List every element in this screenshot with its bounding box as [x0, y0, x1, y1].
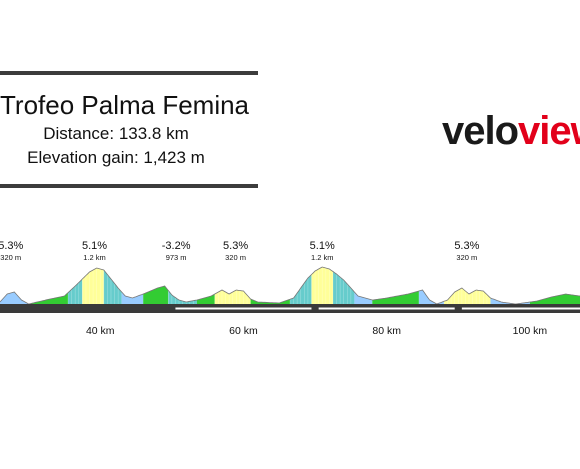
x-tick-label-0: 40 km	[86, 325, 115, 337]
profile-segment-17	[444, 288, 491, 304]
profile-segment-12	[311, 267, 333, 304]
climb-gradient-label-5: 5.3%	[454, 240, 479, 252]
climb-length-label-4: 1.2 km	[311, 253, 334, 262]
profile-outline	[0, 266, 580, 305]
climb-gradient-label-1: 5.1%	[82, 240, 107, 252]
climb-gradient-label-3: 5.3%	[223, 240, 248, 252]
profile-segment-0	[0, 292, 29, 304]
top-divider	[0, 71, 258, 75]
profile-segment-16	[418, 290, 444, 304]
climb-length-label-5: 320 m	[456, 253, 477, 262]
race-title: Trofeo Palma Femina	[0, 90, 250, 120]
logo-text-viewer: viewer	[518, 109, 580, 153]
x-tick-label-2: 80 km	[372, 325, 401, 337]
profile-segment-18	[490, 298, 530, 304]
climb-length-label-0: 320 m	[0, 253, 21, 262]
x-tick-label-3: 100 km	[513, 325, 548, 337]
profile-segment-19	[529, 294, 580, 304]
profile-segment-9	[214, 290, 251, 304]
climb-length-label-1: 1.2 km	[83, 253, 106, 262]
bottom-divider	[0, 184, 258, 188]
profile-segment-13	[333, 271, 355, 304]
logo-text-velo: velo	[442, 109, 519, 153]
climb-gradient-label-2: -3.2%	[162, 240, 191, 252]
race-elevation-gain: Elevation gain: 1,423 m	[27, 148, 205, 167]
profile-segment-3	[82, 268, 104, 304]
climb-length-label-3: 320 m	[225, 253, 246, 262]
profile-segment-14	[354, 292, 373, 304]
climb-gradient-label-4: 5.1%	[310, 240, 335, 252]
profile-segment-7	[168, 290, 197, 304]
profile-segment-2	[68, 279, 83, 304]
profile-segment-6	[143, 286, 169, 304]
race-info-box: Trofeo Palma Femina Distance: 133.8 km E…	[0, 76, 258, 186]
profile-segment-4	[103, 270, 122, 304]
profile-segment-11	[290, 274, 312, 304]
x-tick-label-1: 60 km	[229, 325, 258, 337]
profile-segment-1	[28, 292, 69, 304]
veloviewer-logo: veloviewer	[442, 106, 580, 156]
race-distance: Distance: 133.8 km	[43, 124, 189, 143]
climb-gradient-label-0: 5.3%	[0, 240, 23, 252]
climb-length-label-2: 973 m	[166, 253, 187, 262]
